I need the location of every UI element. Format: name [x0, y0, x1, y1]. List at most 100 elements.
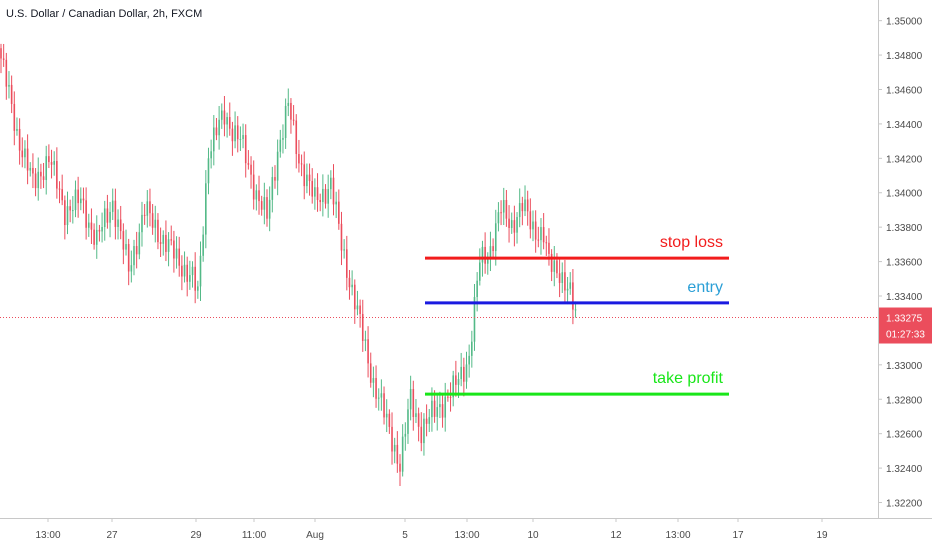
candle-body [228, 117, 231, 129]
candle-body [13, 103, 16, 131]
candle-body [399, 463, 401, 472]
candle-body [98, 229, 101, 232]
candle-body [513, 220, 516, 233]
candle-body [356, 305, 359, 310]
candle-body [502, 200, 505, 213]
candle-body [82, 198, 85, 201]
candle-body [348, 277, 351, 288]
candle-body [463, 366, 465, 382]
take-profit-label: take profit [653, 370, 724, 387]
candle-body [521, 203, 524, 212]
candle-body [518, 203, 521, 218]
candle-body [479, 262, 481, 281]
candle-body [151, 213, 154, 228]
candle-body [332, 177, 335, 205]
price-axis[interactable]: 1.35000 1.34800 1.34600 1.34400 1.34200 1.340… [878, 0, 923, 518]
candle-body [42, 176, 45, 180]
candle-body [540, 227, 542, 241]
candle-body [260, 201, 263, 210]
time-axis[interactable]: 13:00 27 29 11:00 Aug 5 13:00 10 12 13:00 17 19 [0, 518, 932, 541]
candle-body [29, 167, 32, 171]
candle-body [290, 102, 292, 120]
candle-body [284, 105, 287, 139]
candle-body [359, 305, 361, 314]
candle-body [37, 171, 40, 189]
candle-body [303, 164, 306, 187]
candle-body [109, 211, 111, 223]
candle-body [505, 200, 508, 219]
candle-body [255, 190, 258, 200]
price-tick-label: 1.32800 [886, 395, 923, 406]
candle-body [516, 217, 518, 233]
candle-body [401, 436, 404, 472]
candle-body [393, 444, 396, 452]
price-tick-label: 1.34400 [886, 120, 923, 131]
candle-body [50, 162, 53, 165]
candle-body [234, 125, 236, 142]
candle-body [58, 188, 61, 190]
candle-body [114, 200, 117, 227]
candle-body [364, 339, 367, 341]
candle-body [558, 273, 561, 283]
candle-body [556, 260, 558, 274]
candle-body [492, 246, 494, 252]
stop-loss-label: stop loss [660, 234, 723, 251]
candle-body [183, 264, 186, 277]
candle-body [428, 417, 431, 424]
candle-body [274, 177, 276, 181]
candle-body [383, 393, 385, 418]
candle-body [407, 409, 409, 434]
candle-body [119, 219, 122, 232]
candle-body [34, 173, 37, 189]
price-tick-label: 1.33600 [886, 258, 923, 269]
candle-body [218, 119, 220, 136]
candle-body [194, 266, 196, 291]
candle-body [266, 197, 268, 219]
candle-body [566, 288, 569, 291]
candle-body [351, 284, 353, 288]
candle-body [271, 177, 274, 200]
candles [0, 43, 577, 487]
candle-body [550, 253, 553, 272]
candle-body [133, 246, 135, 266]
candle-body [420, 426, 423, 444]
candle-body [311, 181, 314, 197]
candle-body [162, 234, 165, 244]
candle-body [548, 242, 550, 254]
candle-body [226, 117, 228, 125]
candle-body [287, 102, 290, 106]
candle-body [279, 139, 282, 152]
candle-body [361, 313, 364, 341]
candle-body [167, 239, 170, 252]
candle-body [127, 244, 130, 272]
candle-body [415, 413, 417, 418]
candle-body [170, 239, 173, 241]
candle-body [436, 407, 439, 417]
candle-body [77, 189, 79, 204]
candle-body [534, 221, 537, 240]
candle-body [32, 167, 34, 174]
candle-body [74, 189, 77, 211]
candle-body [72, 210, 74, 212]
candle-body [433, 400, 436, 417]
candle-body [135, 246, 138, 255]
candle-body [130, 265, 133, 272]
candle-body [353, 284, 356, 310]
time-tick-label: 5 [402, 530, 408, 541]
candle-body [444, 396, 447, 418]
time-tick-label: Aug [306, 530, 324, 541]
candle-body [380, 393, 383, 398]
price-tick-label: 1.34000 [886, 189, 923, 200]
candle-body [449, 396, 452, 398]
candle-body [8, 84, 10, 87]
candle-body [369, 363, 372, 383]
candle-body [157, 219, 159, 243]
candle-body [141, 214, 143, 233]
price-badge-price: 1.33275 [886, 314, 923, 325]
candle-body [268, 199, 271, 219]
price-tick-label: 1.34600 [886, 85, 923, 96]
price-tick-label: 1.32200 [886, 499, 923, 510]
candle-body [561, 272, 564, 283]
